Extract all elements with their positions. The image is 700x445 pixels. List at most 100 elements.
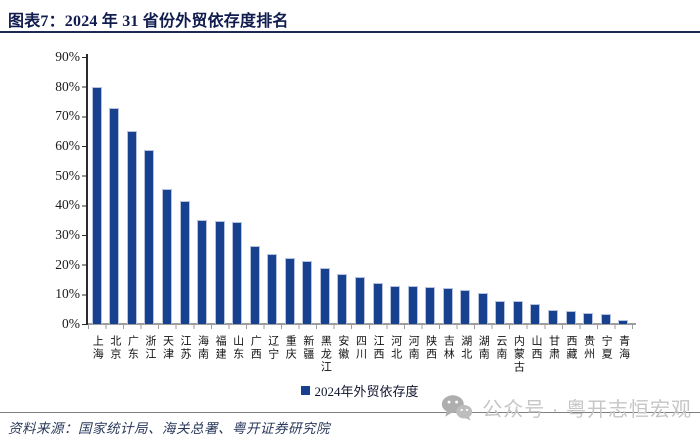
bar-广东: [126, 131, 137, 324]
x-tick-label: 山东: [231, 335, 244, 361]
x-tick-label: 广西: [249, 335, 262, 361]
x-label-column: 上海: [88, 335, 106, 361]
bar-column: [193, 57, 211, 324]
bar-新疆: [302, 261, 313, 324]
x-label-column: 浙江: [141, 335, 159, 361]
x-tick-label: 江苏: [179, 335, 191, 361]
bar-column: [141, 57, 159, 324]
x-tick-label: 海南: [196, 335, 209, 361]
bar-河南: [407, 286, 418, 324]
x-label-column: 河北: [386, 335, 404, 361]
x-label-column: 安徽: [334, 335, 352, 361]
bar-上海: [91, 87, 102, 324]
bar-column: [527, 57, 545, 324]
bar-西藏: [565, 310, 576, 324]
x-tick-label: 西藏: [565, 335, 578, 361]
x-tick-label: 江西: [372, 335, 385, 361]
bar-山西: [530, 304, 541, 324]
watermark: 公众号 · 粤开志恒宏观: [441, 392, 692, 422]
x-label-column: 西藏: [562, 335, 580, 361]
x-label-column: 福建: [211, 335, 229, 361]
x-label-column: 河南: [404, 335, 422, 361]
bar-广西: [249, 245, 260, 324]
legend-swatch: [301, 385, 311, 395]
x-label-column: 山西: [527, 335, 545, 361]
bar-column: [439, 57, 457, 324]
x-label-column: 青海: [614, 335, 632, 361]
bar-column: [369, 57, 387, 324]
bar-江苏: [179, 201, 190, 324]
bar-黑龙江: [319, 268, 330, 324]
x-label-column: 北京: [106, 335, 124, 361]
x-tick-label: 吉林: [442, 335, 455, 361]
bar-云南: [495, 300, 506, 324]
bar-海南: [197, 219, 208, 324]
x-label-column: 宁夏: [597, 335, 615, 361]
legend-label: 2024年外贸依存度: [314, 383, 419, 399]
wechat-icon: [442, 394, 473, 421]
y-tick-label: 50%: [55, 167, 80, 183]
bar-贵州: [583, 313, 594, 324]
x-label-column: 陕西: [421, 335, 439, 361]
y-axis: [86, 54, 88, 325]
y-tick-label: 60%: [55, 138, 80, 153]
bar-column: [404, 57, 422, 324]
y-tick-label: 80%: [55, 78, 80, 94]
x-tick-label: 河南: [407, 335, 420, 361]
x-tick-label: 上海: [91, 335, 104, 361]
bar-湖南: [477, 293, 488, 324]
x-tick-label: 辽宁: [266, 335, 279, 361]
bar-浙江: [144, 149, 155, 324]
bar-column: [509, 57, 527, 324]
bar-column: [474, 57, 492, 324]
x-axis: [88, 323, 636, 325]
x-tick-label: 重庆: [284, 335, 297, 361]
bar-河北: [390, 285, 401, 324]
bar-column: [176, 57, 194, 324]
x-tick-label: 宁夏: [600, 335, 613, 361]
x-tick-label: 山西: [529, 335, 542, 361]
x-tick-label: 内蒙古: [512, 335, 525, 374]
x-label-column: 黑龙江: [316, 335, 334, 374]
source-note: 资料来源：国家统计局、海关总署、粤开证券研究院: [8, 421, 330, 436]
bar-column: [456, 57, 474, 324]
x-tick-label: 四川: [354, 335, 367, 361]
bar-江西: [372, 283, 383, 324]
bar-column: [334, 57, 352, 324]
bar-column: [351, 57, 369, 324]
bar-北京: [109, 107, 120, 324]
x-tick-label: 安徽: [336, 335, 349, 361]
y-tick-label: 0%: [62, 316, 80, 331]
chart-legend: 2024年外贸依存度: [88, 382, 632, 399]
bar-column: [299, 57, 317, 324]
bar-宁夏: [600, 313, 611, 324]
bar-陕西: [425, 286, 436, 324]
bar-column: [316, 57, 334, 324]
bar-column: [386, 57, 404, 324]
x-label-column: 贵州: [579, 335, 597, 361]
x-label-column: 甘肃: [544, 335, 562, 361]
bar-column: [88, 57, 106, 324]
x-label-column: 内蒙古: [509, 335, 527, 374]
bars: [88, 57, 632, 324]
title-divider: [0, 31, 700, 33]
x-tick-label: 湖北: [459, 335, 472, 361]
x-label-column: 吉林: [439, 335, 457, 361]
bar-重庆: [284, 258, 295, 324]
y-axis-ticks: [82, 57, 86, 325]
bar-column: [123, 57, 141, 324]
x-label-column: 江苏: [176, 335, 194, 361]
bar-column: [579, 57, 597, 324]
y-tick-label: 10%: [55, 286, 80, 302]
bar-辽宁: [267, 253, 278, 324]
x-tick-label: 陕西: [424, 335, 437, 361]
bar-甘肃: [547, 309, 558, 324]
y-tick-label: 70%: [55, 108, 80, 124]
x-tick-label: 贵州: [582, 335, 595, 361]
x-tick-label: 黑龙江: [319, 335, 332, 374]
y-tick-label: 30%: [55, 227, 80, 242]
x-tick-label: 天津: [161, 335, 174, 361]
x-label-column: 云南: [492, 335, 510, 361]
bar-column: [263, 57, 281, 324]
x-tick-label: 河北: [389, 335, 402, 361]
